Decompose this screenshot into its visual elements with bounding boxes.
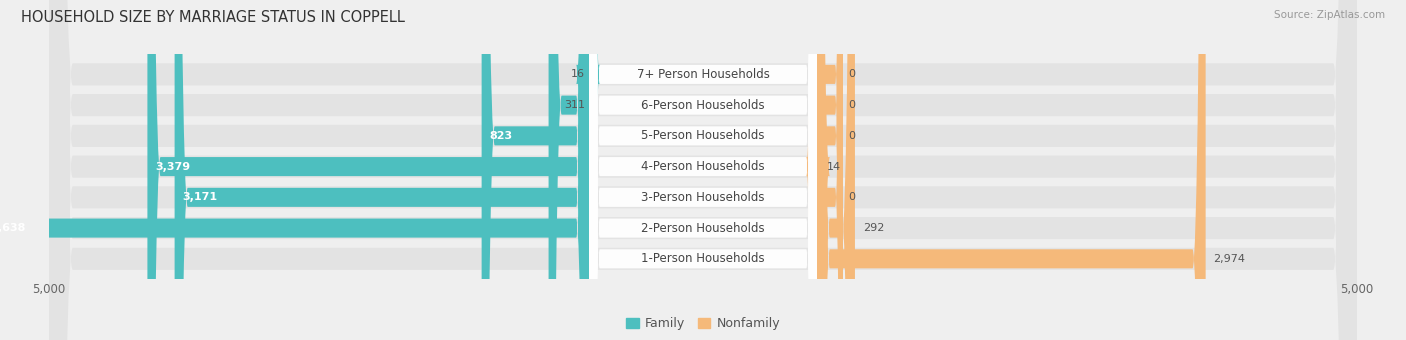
- FancyBboxPatch shape: [589, 0, 817, 340]
- FancyBboxPatch shape: [49, 0, 1357, 340]
- Legend: Family, Nonfamily: Family, Nonfamily: [621, 312, 785, 335]
- FancyBboxPatch shape: [817, 0, 855, 340]
- Text: 0: 0: [848, 192, 855, 202]
- FancyBboxPatch shape: [589, 0, 817, 340]
- Text: 3-Person Households: 3-Person Households: [641, 191, 765, 204]
- FancyBboxPatch shape: [817, 0, 844, 340]
- Text: 2,974: 2,974: [1213, 254, 1246, 264]
- Text: 14: 14: [827, 162, 841, 172]
- FancyBboxPatch shape: [49, 0, 1357, 340]
- FancyBboxPatch shape: [589, 0, 817, 340]
- Text: 3,171: 3,171: [183, 192, 218, 202]
- Text: 823: 823: [489, 131, 513, 141]
- FancyBboxPatch shape: [806, 0, 830, 340]
- Text: 0: 0: [848, 100, 855, 110]
- FancyBboxPatch shape: [49, 0, 1357, 340]
- Text: 2-Person Households: 2-Person Households: [641, 222, 765, 235]
- FancyBboxPatch shape: [589, 0, 817, 340]
- Text: 16: 16: [571, 69, 585, 79]
- FancyBboxPatch shape: [482, 0, 589, 340]
- Text: 0: 0: [848, 131, 855, 141]
- FancyBboxPatch shape: [817, 0, 844, 340]
- FancyBboxPatch shape: [49, 0, 1357, 340]
- FancyBboxPatch shape: [817, 0, 844, 340]
- FancyBboxPatch shape: [589, 0, 817, 340]
- Text: 7+ Person Households: 7+ Person Households: [637, 68, 769, 81]
- FancyBboxPatch shape: [548, 0, 589, 340]
- Text: Source: ZipAtlas.com: Source: ZipAtlas.com: [1274, 10, 1385, 20]
- Text: HOUSEHOLD SIZE BY MARRIAGE STATUS IN COPPELL: HOUSEHOLD SIZE BY MARRIAGE STATUS IN COP…: [21, 10, 405, 25]
- FancyBboxPatch shape: [0, 0, 589, 340]
- Text: 0: 0: [848, 69, 855, 79]
- Text: 4-Person Households: 4-Person Households: [641, 160, 765, 173]
- Text: 292: 292: [863, 223, 884, 233]
- FancyBboxPatch shape: [49, 0, 1357, 340]
- Text: 3,379: 3,379: [155, 162, 190, 172]
- FancyBboxPatch shape: [576, 0, 600, 340]
- FancyBboxPatch shape: [49, 0, 1357, 340]
- Text: 6-Person Households: 6-Person Households: [641, 99, 765, 112]
- Text: 4,638: 4,638: [0, 223, 25, 233]
- FancyBboxPatch shape: [174, 0, 589, 340]
- FancyBboxPatch shape: [589, 0, 817, 340]
- FancyBboxPatch shape: [817, 0, 844, 340]
- FancyBboxPatch shape: [49, 0, 1357, 340]
- FancyBboxPatch shape: [589, 0, 817, 340]
- Text: 311: 311: [564, 100, 585, 110]
- Text: 1-Person Households: 1-Person Households: [641, 252, 765, 265]
- Text: 5-Person Households: 5-Person Households: [641, 129, 765, 142]
- FancyBboxPatch shape: [148, 0, 589, 340]
- FancyBboxPatch shape: [817, 0, 1205, 340]
